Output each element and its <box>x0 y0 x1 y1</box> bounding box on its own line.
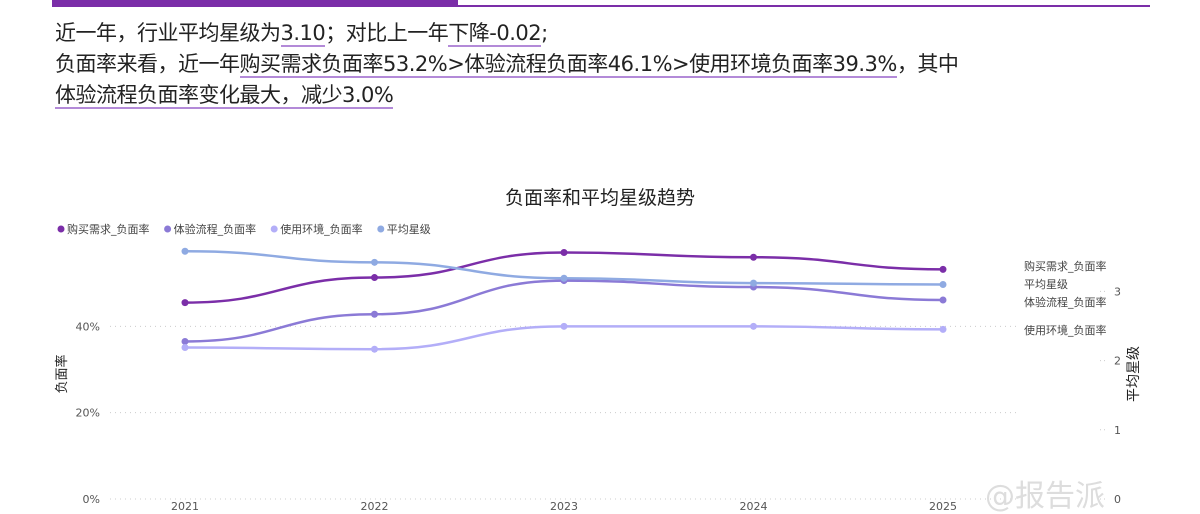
series-end-label: 体验流程_负面率 <box>1024 295 1107 309</box>
data-point <box>371 345 378 353</box>
y-axis-title: 负面率 <box>54 354 70 393</box>
data-point <box>181 247 189 255</box>
x-tick-label: 2023 <box>550 500 578 513</box>
data-point <box>371 310 378 318</box>
data-point <box>939 265 947 273</box>
data-point <box>181 299 189 307</box>
legend-marker <box>270 225 278 233</box>
y2-tick-label: 0 <box>1114 493 1121 506</box>
watermark: @报告派 <box>985 479 1105 514</box>
legend-label: 平均星级 <box>387 223 431 236</box>
y-tick-label: 40% <box>76 320 100 333</box>
data-point <box>181 337 189 345</box>
summary-text-part: 近一年，行业平均星级为 <box>55 21 281 45</box>
data-point <box>750 322 757 330</box>
summary-text-part: ，其中 <box>896 52 959 76</box>
y-tick-label: 20% <box>76 407 100 420</box>
summary-text-part: 负面率来看，近一年 <box>55 52 240 76</box>
data-point <box>560 322 568 330</box>
y2-axis-title: 平均星级 <box>1126 346 1142 402</box>
data-point <box>371 258 378 266</box>
data-point <box>939 280 947 288</box>
legend-label: 体验流程_负面率 <box>174 222 257 236</box>
legend-marker <box>377 225 385 233</box>
series-line <box>184 279 944 343</box>
x-tick-label: 2022 <box>361 500 389 513</box>
y2-tick-label: 3 <box>1114 285 1121 298</box>
summary-highlight: 购买需求负面率53.2%>体验流程负面率46.1%>使用环境负面率39.3% <box>239 52 897 78</box>
data-point <box>939 325 947 333</box>
x-tick-label: 2021 <box>171 500 199 513</box>
y-tick-label: 0% <box>83 493 100 506</box>
x-tick-label: 2025 <box>929 500 957 513</box>
top-accent-bar <box>52 0 458 7</box>
data-point <box>939 296 947 304</box>
series-end-label: 平均星级 <box>1024 278 1068 291</box>
legend-label: 使用环境_负面率 <box>280 222 363 236</box>
data-point <box>560 249 568 257</box>
summary-highlight: 体验流程负面率变化最大，减少3.0% <box>55 83 394 109</box>
data-point <box>750 253 757 261</box>
top-accent-line <box>458 5 1150 7</box>
summary-highlight: 下降-0.02 <box>448 21 542 47</box>
data-point <box>371 274 378 282</box>
legend-marker <box>57 225 65 233</box>
data-point <box>181 343 189 351</box>
summary-text-part: ; <box>541 21 548 45</box>
summary-text-part: ；对比上一年 <box>325 21 449 45</box>
series-end-label: 使用环境_负面率 <box>1024 323 1107 337</box>
legend-label: 购买需求_负面率 <box>67 222 150 236</box>
data-point <box>560 274 568 282</box>
summary-highlight: 3.10 <box>280 21 326 47</box>
chart-title: 负面率和平均星级趋势 <box>505 187 695 209</box>
x-tick-label: 2024 <box>740 500 768 513</box>
legend-marker <box>164 225 172 233</box>
y2-tick-label: 1 <box>1114 424 1121 437</box>
y2-tick-label: 2 <box>1114 355 1121 368</box>
data-point <box>750 279 757 287</box>
summary-text: 近一年，行业平均星级为3.10；对比上一年下降-0.02; 负面率来看，近一年购… <box>55 18 959 111</box>
series-end-label: 购买需求_负面率 <box>1024 259 1107 273</box>
